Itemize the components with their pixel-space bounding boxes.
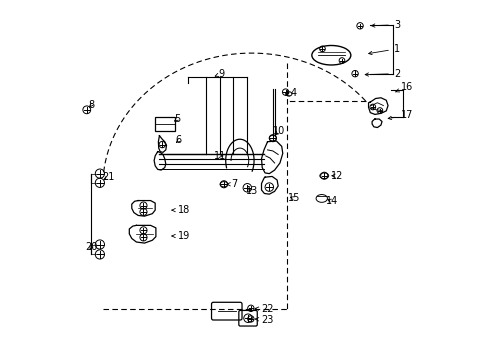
Text: 14: 14: [325, 196, 338, 206]
Text: 1: 1: [368, 44, 399, 55]
Text: 22: 22: [255, 304, 273, 314]
Text: 4: 4: [285, 88, 297, 98]
Text: 7: 7: [226, 179, 237, 189]
Text: 23: 23: [255, 315, 273, 325]
Text: 2: 2: [365, 69, 399, 79]
Text: 11: 11: [213, 151, 225, 161]
Text: 10: 10: [273, 126, 285, 136]
Text: 5: 5: [174, 114, 180, 124]
Text: 15: 15: [287, 193, 300, 203]
Text: 21: 21: [102, 172, 114, 182]
Text: 19: 19: [172, 231, 190, 241]
Text: 8: 8: [88, 100, 94, 110]
Text: 6: 6: [176, 135, 182, 145]
Text: 9: 9: [215, 69, 224, 79]
Text: 20: 20: [85, 242, 98, 252]
Text: 18: 18: [172, 205, 190, 215]
Text: 13: 13: [245, 186, 257, 196]
Text: 16: 16: [395, 82, 412, 92]
Text: 12: 12: [330, 171, 342, 181]
Text: 17: 17: [387, 111, 412, 121]
Text: 3: 3: [371, 20, 399, 30]
